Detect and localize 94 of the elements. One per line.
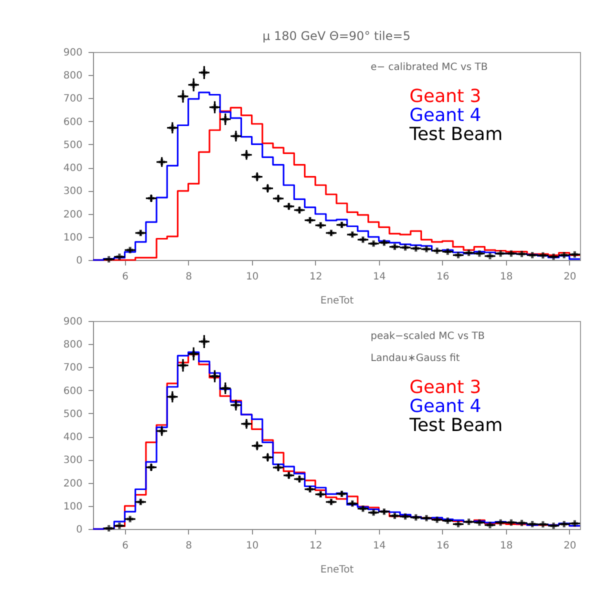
y-tick-label: 800	[63, 340, 82, 351]
point	[180, 362, 186, 369]
point	[466, 518, 472, 525]
x-tick-label: 16	[436, 540, 450, 552]
y-tick-label: 600	[63, 386, 82, 397]
text: Test Beam	[408, 124, 503, 145]
point	[254, 442, 260, 449]
annotation: e− calibrated MC vs TB	[370, 62, 488, 73]
point	[402, 513, 408, 520]
y-tick-label: 900	[63, 48, 82, 58]
y-tick-label: 200	[63, 209, 82, 220]
point	[243, 152, 250, 158]
annotation: peak−scaled MC vs TB	[370, 331, 485, 342]
point	[243, 420, 250, 428]
point	[158, 158, 165, 166]
y-tick-label: 100	[63, 501, 82, 512]
text: Geant 3	[410, 86, 482, 107]
point	[455, 520, 462, 528]
point	[126, 246, 134, 254]
point	[137, 230, 144, 236]
y-tick-label: 0	[76, 524, 82, 536]
point	[286, 472, 292, 479]
point	[158, 428, 165, 434]
point	[328, 230, 334, 236]
point	[455, 252, 462, 258]
x-tick-label: 16	[436, 272, 450, 282]
y-tick-label: 200	[63, 478, 82, 490]
point	[508, 519, 514, 526]
y-tick-label: 300	[63, 455, 82, 466]
text: Geant 4	[410, 105, 482, 126]
point	[264, 454, 271, 461]
point	[169, 124, 176, 131]
point	[317, 491, 324, 498]
point	[190, 82, 197, 88]
y-tick-label: 0	[76, 256, 82, 266]
point	[444, 248, 451, 255]
y-tick-label: 300	[63, 186, 82, 198]
point	[201, 69, 208, 76]
x-tick-label: 12	[309, 540, 322, 552]
y-tick-label: 500	[63, 408, 82, 420]
x-tick-label: 14	[372, 540, 386, 552]
point	[466, 250, 472, 256]
annotation: Landau∗Gauss fit	[370, 353, 460, 364]
text: Test Beam	[408, 415, 503, 436]
x-axis-title: EneTot	[320, 564, 354, 576]
point	[126, 516, 134, 522]
y-tick-label: 700	[63, 94, 82, 105]
y-tick-label: 400	[63, 432, 82, 444]
point	[360, 236, 366, 243]
point	[328, 498, 334, 506]
y-tick-label: 600	[63, 116, 82, 128]
point	[338, 490, 345, 498]
x-tick-label: 18	[500, 540, 513, 552]
x-tick-label: 20	[564, 540, 576, 552]
x-tick-label: 8	[186, 540, 192, 552]
point	[296, 476, 303, 482]
x-tick-label: 12	[309, 272, 322, 282]
point	[212, 104, 218, 110]
point	[402, 244, 408, 251]
y-tick-label: 800	[63, 70, 82, 82]
x-tick-label: 18	[500, 272, 513, 282]
x-axis-title: EneTot	[320, 296, 354, 306]
x-tick-label: 14	[372, 272, 386, 282]
text: Geant 3	[410, 377, 482, 398]
point	[444, 518, 451, 524]
point	[190, 350, 197, 357]
point	[296, 206, 303, 214]
x-tick-label: 8	[186, 272, 192, 282]
point	[212, 373, 218, 380]
y-tick-label: 700	[63, 362, 82, 374]
point	[180, 93, 186, 100]
point	[201, 338, 208, 345]
point	[264, 185, 271, 192]
point	[508, 250, 514, 257]
y-tick-label: 900	[63, 316, 82, 328]
x-tick-label: 10	[246, 272, 259, 282]
y-tick-label: 400	[63, 163, 82, 174]
x-tick-label: 6	[122, 540, 128, 552]
text: Geant 4	[410, 396, 482, 417]
point	[137, 498, 144, 506]
point	[169, 394, 176, 400]
point	[254, 174, 260, 180]
chart-title: μ 180 GeV Θ=90° tile=5	[262, 29, 410, 43]
y-tick-label: 500	[63, 140, 82, 151]
x-tick-label: 20	[564, 272, 576, 282]
point	[338, 222, 345, 228]
point	[349, 500, 356, 507]
y-tick-label: 100	[63, 232, 82, 244]
x-tick-label: 10	[246, 540, 259, 552]
x-tick-label: 6	[122, 272, 128, 282]
point	[317, 222, 324, 228]
point	[349, 231, 356, 238]
point	[286, 203, 292, 210]
point	[360, 506, 366, 512]
